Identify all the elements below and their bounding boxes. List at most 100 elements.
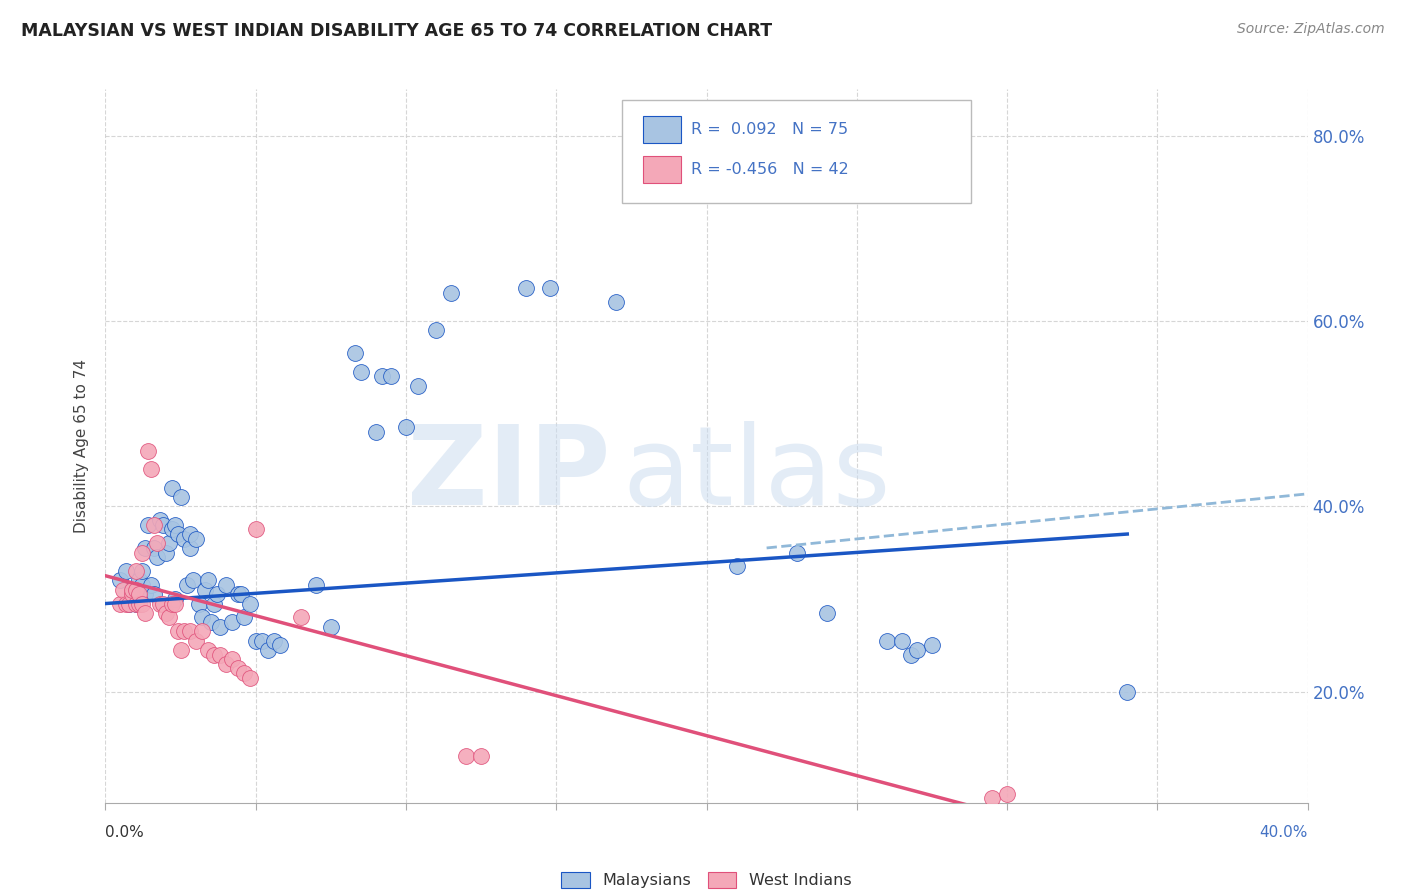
FancyBboxPatch shape bbox=[623, 100, 972, 203]
Point bbox=[350, 365, 373, 379]
Point bbox=[725, 559, 748, 574]
Point bbox=[538, 281, 561, 295]
Point bbox=[200, 615, 222, 629]
Point bbox=[110, 597, 132, 611]
Point bbox=[245, 633, 267, 648]
Point bbox=[181, 574, 204, 588]
Point bbox=[406, 378, 429, 392]
Point bbox=[163, 597, 186, 611]
Point bbox=[176, 578, 198, 592]
FancyBboxPatch shape bbox=[643, 156, 682, 184]
Point bbox=[290, 610, 312, 624]
Point bbox=[173, 532, 195, 546]
Point bbox=[226, 661, 249, 675]
Point bbox=[169, 643, 191, 657]
Point bbox=[515, 281, 537, 295]
Point bbox=[232, 666, 254, 681]
Point bbox=[202, 648, 225, 662]
Point bbox=[263, 633, 285, 648]
Point bbox=[145, 550, 167, 565]
Point bbox=[184, 633, 207, 648]
Point bbox=[128, 597, 150, 611]
Point bbox=[440, 286, 463, 301]
Point bbox=[160, 523, 183, 537]
Point bbox=[139, 578, 162, 592]
Text: MALAYSIAN VS WEST INDIAN DISABILITY AGE 65 TO 74 CORRELATION CHART: MALAYSIAN VS WEST INDIAN DISABILITY AGE … bbox=[21, 22, 772, 40]
Point bbox=[232, 610, 254, 624]
Point bbox=[121, 587, 143, 601]
Point bbox=[395, 420, 418, 434]
Point bbox=[190, 610, 212, 624]
Point bbox=[136, 517, 159, 532]
Point bbox=[136, 443, 159, 458]
Y-axis label: Disability Age 65 to 74: Disability Age 65 to 74 bbox=[75, 359, 90, 533]
Point bbox=[380, 369, 402, 384]
Point bbox=[124, 582, 146, 597]
Point bbox=[343, 346, 366, 360]
Point bbox=[179, 527, 201, 541]
Point bbox=[131, 545, 153, 559]
Point bbox=[364, 425, 387, 439]
Point bbox=[134, 541, 156, 555]
Point bbox=[470, 749, 492, 764]
Point bbox=[605, 295, 627, 310]
Point bbox=[425, 323, 447, 337]
Point bbox=[163, 591, 186, 606]
Point bbox=[371, 369, 394, 384]
FancyBboxPatch shape bbox=[643, 116, 682, 143]
Point bbox=[110, 574, 132, 588]
Point bbox=[187, 597, 209, 611]
Point bbox=[157, 610, 180, 624]
Point bbox=[256, 643, 278, 657]
Point bbox=[121, 582, 143, 597]
Text: ZIP: ZIP bbox=[406, 421, 610, 528]
Point bbox=[152, 597, 174, 611]
Point bbox=[124, 597, 146, 611]
Point bbox=[139, 462, 162, 476]
Point bbox=[179, 541, 201, 555]
Point bbox=[269, 638, 291, 652]
Point bbox=[197, 643, 219, 657]
Point bbox=[166, 624, 188, 639]
Point bbox=[208, 648, 231, 662]
Point bbox=[148, 597, 170, 611]
Point bbox=[239, 671, 262, 685]
Point bbox=[454, 749, 477, 764]
Point bbox=[163, 517, 186, 532]
Point bbox=[115, 597, 138, 611]
Point bbox=[131, 597, 153, 611]
Point bbox=[169, 490, 191, 504]
Text: R = -0.456   N = 42: R = -0.456 N = 42 bbox=[690, 162, 849, 178]
Point bbox=[166, 527, 188, 541]
Point bbox=[131, 564, 153, 578]
Point bbox=[305, 578, 328, 592]
Point bbox=[134, 587, 156, 601]
Point bbox=[160, 597, 183, 611]
Text: atlas: atlas bbox=[623, 421, 891, 528]
Point bbox=[815, 606, 838, 620]
Point bbox=[145, 536, 167, 550]
Point bbox=[786, 545, 808, 559]
Point bbox=[160, 481, 183, 495]
Point bbox=[900, 648, 922, 662]
Point bbox=[134, 606, 156, 620]
Point bbox=[124, 564, 146, 578]
Point bbox=[221, 615, 243, 629]
Point bbox=[190, 624, 212, 639]
Text: R =  0.092   N = 75: R = 0.092 N = 75 bbox=[690, 121, 848, 136]
Point bbox=[214, 578, 236, 592]
Point bbox=[115, 564, 138, 578]
Point bbox=[128, 587, 150, 601]
Point bbox=[229, 587, 252, 601]
Point bbox=[250, 633, 273, 648]
Legend: Malaysians, West Indians: Malaysians, West Indians bbox=[555, 866, 858, 892]
Point bbox=[157, 536, 180, 550]
Point bbox=[221, 652, 243, 666]
Point bbox=[112, 582, 135, 597]
Point bbox=[131, 578, 153, 592]
Text: Source: ZipAtlas.com: Source: ZipAtlas.com bbox=[1237, 22, 1385, 37]
Point bbox=[148, 513, 170, 527]
Point bbox=[226, 587, 249, 601]
Text: 0.0%: 0.0% bbox=[105, 825, 145, 840]
Point bbox=[124, 597, 146, 611]
